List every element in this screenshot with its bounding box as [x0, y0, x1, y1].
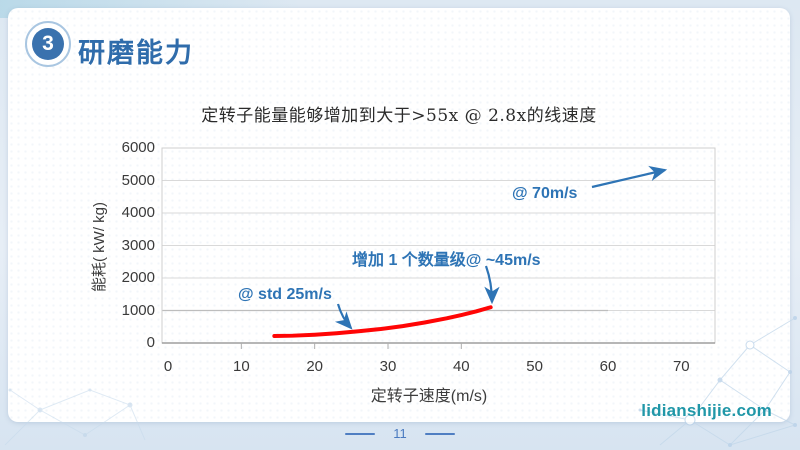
footer-divider-right: [424, 432, 455, 435]
arrow-std-25ms: [334, 303, 353, 330]
x-tick-label: 0: [163, 358, 173, 375]
watermark: lidianshijie.com: [641, 401, 772, 420]
y-tick-label: 0: [146, 334, 155, 351]
page-number: 11: [393, 426, 407, 441]
section-number-badge: 3: [25, 21, 71, 67]
y-tick-label: 2000: [121, 269, 155, 286]
x-tick-label: 60: [599, 358, 617, 375]
x-tick-label: 70: [672, 358, 690, 375]
x-tick-label: 50: [526, 358, 543, 375]
x-tick-label: 10: [232, 358, 250, 375]
footer-divider-left: [345, 432, 376, 435]
y-tick-label: 6000: [121, 139, 155, 156]
x-tick-label: 30: [379, 358, 397, 375]
y-tick-label: 1000: [121, 301, 155, 319]
annotation-70ms: @ 70m/s: [512, 185, 578, 202]
x-tick-label: 20: [306, 358, 323, 375]
x-tick-label: 40: [452, 358, 470, 375]
y-tick-label: 3000: [121, 236, 155, 254]
arrow-45ms: [484, 265, 500, 305]
chart-plot: [161, 147, 716, 349]
y-axis-title: 能耗( kW/ kg): [91, 202, 108, 292]
y-tick-label: 4000: [121, 204, 155, 221]
chart-dynamic-layer: [161, 147, 716, 349]
section-number: 3: [42, 32, 54, 55]
slide-footer: 11: [0, 426, 800, 441]
x-axis-title: 定转子速度(m/s): [370, 388, 488, 405]
y-tick-label: 5000: [121, 171, 155, 189]
annotation-std-25ms: @ std 25m/s: [238, 286, 332, 303]
chart-caption: 定转子能量能够增加到大于>55x @ 2.8x的线速度: [201, 106, 597, 126]
annotation-order-of-magnitude-45ms: 增加 1 个数量级@ ~45m/s: [352, 252, 541, 269]
energy-vs-speed-chart: 0 1000 2000 3000 4000 5000 6000 0 10 20 30 40 50 60 70…: [8, 8, 790, 422]
page-title: 研磨能力: [78, 38, 194, 68]
slide-card: 3 研磨能力 定转子能量能够增加到大于>55x @ 2.8x的线速度 0: [8, 8, 790, 422]
section-number-circle: 3: [32, 28, 64, 60]
arrow-70ms: [591, 165, 668, 189]
